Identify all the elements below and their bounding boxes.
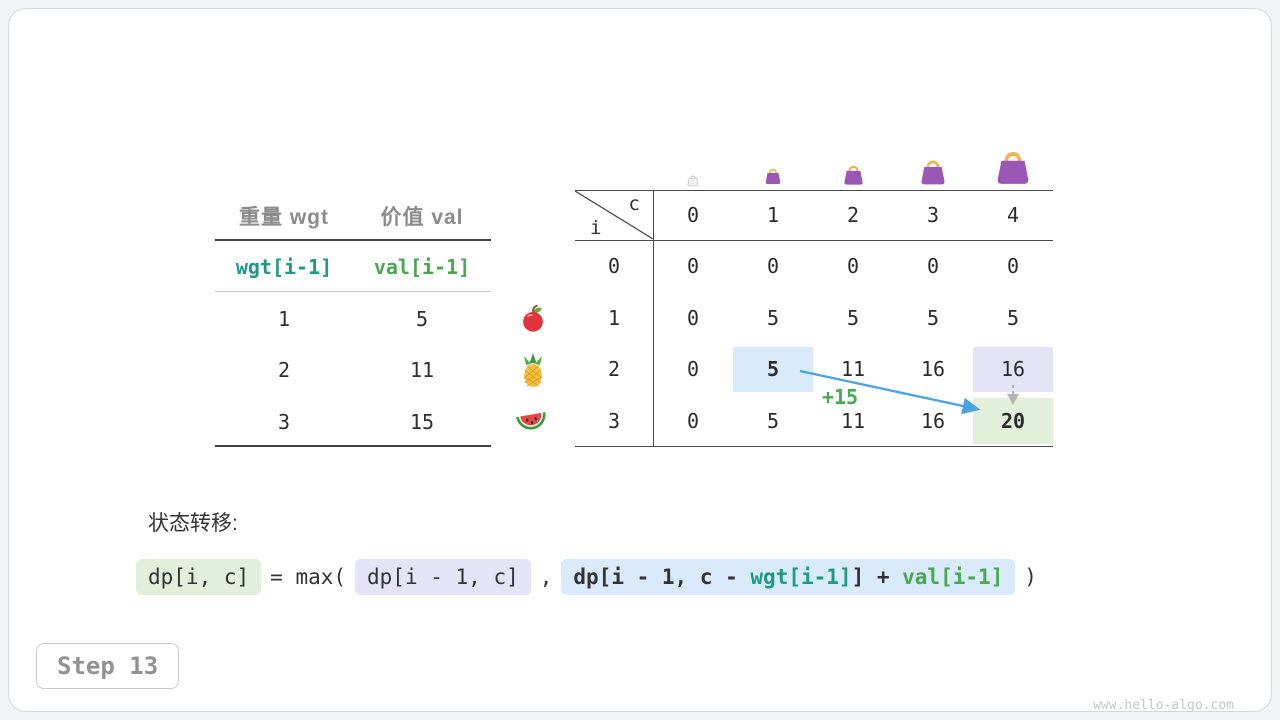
dp-cell-0-2: 0 bbox=[846, 253, 860, 278]
dp-row-0: 0 0 0 0 0 0 bbox=[575, 240, 1053, 292]
dp-cell-0-4: 0 bbox=[1006, 253, 1020, 278]
formula-wgt-term: wgt[i-1] bbox=[750, 565, 852, 589]
dp-col-header-2: 2 bbox=[846, 203, 860, 227]
formula-max-open: = max( bbox=[270, 565, 347, 589]
dp-cell-3-4-highlight-current: 20 bbox=[973, 395, 1053, 447]
dp-top-rule bbox=[575, 189, 1053, 191]
dp-cell-3-1: 5 bbox=[766, 409, 780, 434]
item3-value: 15 bbox=[409, 409, 435, 434]
dp-cell-1-1: 5 bbox=[766, 305, 780, 330]
item3-weight: 3 bbox=[277, 409, 291, 434]
site-watermark: www.hello-algo.com bbox=[1093, 698, 1234, 713]
formula-val-term: val[i-1] bbox=[902, 565, 1004, 589]
row-variable-label: i bbox=[590, 217, 602, 239]
item2-weight: 2 bbox=[277, 358, 291, 382]
formula-lhs: dp[i, c] bbox=[136, 559, 262, 595]
items-row-3: 3 15 bbox=[215, 396, 491, 447]
dp-cell-0-1: 0 bbox=[766, 253, 780, 278]
formula-arg-take: dp[i - 1, c - wgt[i-1]] + val[i-1] bbox=[561, 559, 1016, 595]
col-variable-label: c bbox=[628, 193, 640, 215]
apple-icon bbox=[518, 304, 548, 334]
dp-row-1-label: 1 bbox=[607, 305, 621, 330]
step-indicator: Step 13 bbox=[36, 643, 180, 689]
items-header-rule bbox=[215, 239, 491, 241]
dp-bottom-rule bbox=[575, 445, 1053, 447]
items-bottom-rule bbox=[215, 445, 491, 447]
dp-cell-3-2: 11 bbox=[840, 409, 866, 434]
dp-row-2-label: 2 bbox=[607, 357, 621, 382]
items-formula-row: wgt[i-1] val[i-1] bbox=[215, 241, 491, 292]
watermelon-icon bbox=[515, 410, 546, 440]
formula-take-prefix: dp[i - 1, c - bbox=[573, 565, 751, 589]
formula-close-paren: ) bbox=[1024, 565, 1037, 589]
dp-col-header-0: 0 bbox=[686, 203, 700, 227]
corner-diagonal-line bbox=[575, 191, 653, 239]
items-row-2: 2 11 bbox=[215, 344, 491, 396]
transition-formula: dp[i, c] = max( dp[i - 1, c] , dp[i - 1,… bbox=[136, 559, 1037, 595]
dp-col-header-1: 1 bbox=[766, 203, 780, 227]
dp-cell-1-4: 5 bbox=[1006, 305, 1020, 330]
bag-icon-capacity-4 bbox=[992, 146, 1034, 190]
items-mid-rule bbox=[215, 291, 491, 292]
bag-icon-capacity-0 bbox=[686, 172, 700, 191]
items-val-formula: val[i-1] bbox=[373, 254, 471, 279]
dp-cell-2-4-highlight-above: 16 bbox=[973, 344, 1053, 396]
dp-col-header-3: 3 bbox=[926, 203, 940, 227]
dp-cell-1-2: 5 bbox=[846, 305, 860, 330]
items-header-value: 价值 val bbox=[380, 205, 464, 229]
dp-vertical-rule bbox=[652, 189, 654, 447]
items-table-header: 重量 wgt 价值 val bbox=[215, 190, 491, 241]
dp-corner-cell: c i bbox=[575, 191, 653, 239]
section-title: 状态转移: bbox=[148, 512, 238, 535]
items-row-1: 1 5 bbox=[215, 293, 491, 344]
dp-cell-3-3: 16 bbox=[920, 409, 946, 434]
dp-row-2: 2 0 5 11 16 16 bbox=[575, 344, 1053, 396]
item1-weight: 1 bbox=[277, 306, 291, 331]
items-header-weight: 重量 wgt bbox=[239, 205, 329, 229]
value-gain-annotation: +15 bbox=[821, 385, 859, 409]
dp-col-header-4: 4 bbox=[1006, 203, 1020, 227]
dp-row-0-label: 0 bbox=[607, 253, 621, 278]
bag-icon-capacity-3 bbox=[917, 156, 949, 190]
pineapple-icon bbox=[517, 353, 547, 387]
dp-cell-2-0: 0 bbox=[686, 357, 700, 382]
item1-value: 5 bbox=[415, 306, 429, 331]
dp-cell-2-3: 16 bbox=[920, 357, 946, 382]
dp-cell-0-3: 0 bbox=[926, 253, 940, 278]
dp-cell-2-1-highlight-source: 5 bbox=[733, 344, 813, 396]
dp-cell-1-0: 0 bbox=[686, 305, 700, 330]
dp-cell-3-0: 0 bbox=[686, 409, 700, 434]
dp-row-1: 1 0 5 5 5 5 bbox=[575, 292, 1053, 344]
formula-arg-skip: dp[i - 1, c] bbox=[355, 559, 531, 595]
dp-cell-0-0: 0 bbox=[686, 253, 700, 278]
formula-comma: , bbox=[539, 565, 553, 589]
dp-row-3: 3 0 5 11 16 20 bbox=[575, 395, 1053, 447]
items-wgt-formula: wgt[i-1] bbox=[235, 254, 333, 279]
bag-icon-capacity-2 bbox=[841, 162, 866, 190]
dp-cell-1-3: 5 bbox=[926, 305, 940, 330]
dp-row-3-label: 3 bbox=[607, 409, 621, 434]
bag-icon-capacity-1 bbox=[763, 166, 783, 189]
formula-take-mid: ] + bbox=[851, 565, 903, 589]
dp-column-headers: 0 1 2 3 4 bbox=[653, 190, 1053, 240]
item2-value: 11 bbox=[409, 358, 435, 382]
dp-header-rule bbox=[575, 239, 1053, 241]
